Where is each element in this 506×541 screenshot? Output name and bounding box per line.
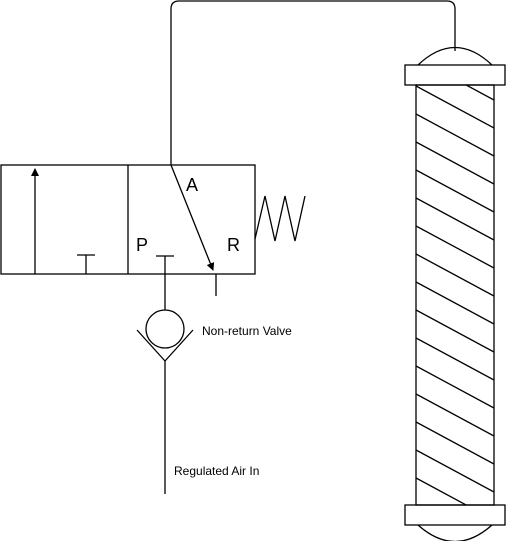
air-line-to-cylinder	[170, 0, 456, 165]
cylinder-bottom-dome	[417, 524, 493, 541]
cylinder-bottom-cap	[404, 504, 506, 526]
cylinder-top-dome	[417, 46, 493, 66]
check-seat-left	[136, 329, 166, 362]
non-return-valve	[136, 309, 194, 362]
non-return-valve-label: Non-return Valve	[202, 324, 292, 338]
port-p-label: P	[136, 235, 148, 255]
cylinder-hatching	[416, 85, 494, 505]
check-ball-icon	[145, 309, 185, 349]
flow-arrow-a-to-r	[170, 164, 215, 271]
port-r-label: R	[227, 235, 240, 255]
port-a-label: A	[186, 175, 198, 195]
directional-valve: A P R	[0, 164, 306, 310]
regulated-air-in-label: Regulated Air In	[174, 464, 259, 478]
spring-icon	[254, 195, 306, 242]
check-seat-right	[164, 329, 194, 362]
cylinder	[404, 46, 506, 541]
cylinder-top-cap	[404, 64, 506, 86]
